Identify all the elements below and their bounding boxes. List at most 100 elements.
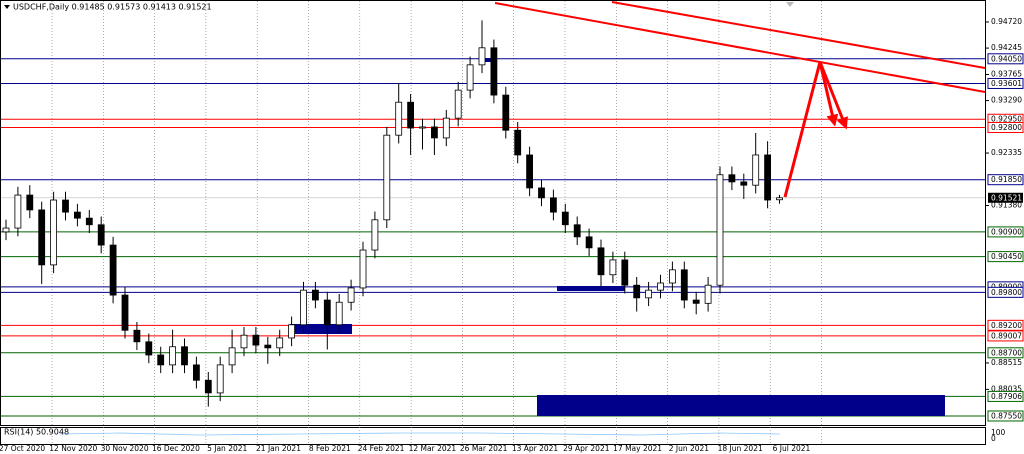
- y-tick-label: 0.93290: [991, 96, 1022, 105]
- candle-body: [62, 199, 69, 213]
- current-price-box: [988, 192, 1023, 203]
- x-tick-label: 16 Dec 2020: [152, 444, 200, 453]
- candle-body: [609, 259, 617, 276]
- chart-title: USDCHF,Daily 0.91485 0.91573 0.91413 0.9…: [13, 3, 212, 12]
- candle-body: [50, 199, 57, 266]
- candle-body: [680, 269, 688, 301]
- rsi-title: RSI(14) 50.9048: [4, 428, 69, 437]
- candle-body: [669, 269, 676, 284]
- trend-line: [494, 2, 986, 93]
- x-tick-label: 27 Oct 2020: [0, 444, 45, 453]
- level-label-box: [987, 174, 1024, 186]
- candle-body: [252, 334, 260, 346]
- candle-body: [97, 224, 105, 246]
- candle-body: [371, 219, 379, 251]
- candle-body: [585, 236, 593, 249]
- x-tick-label: 29 Apr 2021: [563, 444, 610, 453]
- level-label-box: [987, 330, 1024, 342]
- level-label-box: [987, 410, 1024, 422]
- candle-body: [121, 294, 129, 331]
- x-tick-label: 2 Jun 2021: [669, 444, 710, 453]
- candle-body: [85, 217, 93, 226]
- level-label: 0.90900: [991, 227, 1022, 236]
- candle-body: [109, 244, 117, 296]
- candle-body: [502, 94, 510, 131]
- zone-box: [537, 395, 945, 416]
- candle-body: [478, 47, 486, 66]
- candle-body: [704, 284, 712, 304]
- candle-body: [776, 197, 783, 201]
- projection-arrow: [783, 61, 822, 198]
- candle-body: [550, 197, 557, 213]
- candle-body: [300, 289, 307, 326]
- candle-body: [716, 174, 724, 286]
- level-label-box: [987, 319, 1024, 331]
- candle-body: [514, 129, 522, 156]
- candle-body: [442, 117, 450, 139]
- candle-body: [466, 64, 474, 91]
- candle-body: [526, 154, 533, 189]
- candle-body: [454, 89, 462, 119]
- candle-body: [752, 154, 760, 186]
- level-label: 0.89200: [991, 321, 1022, 330]
- level-label-box: [987, 226, 1024, 238]
- candle-body: [74, 211, 81, 219]
- level-label: 0.93601: [991, 79, 1022, 88]
- candle-body: [38, 209, 46, 266]
- level-label: 0.89007: [991, 331, 1022, 340]
- level-label-box: [987, 347, 1024, 359]
- rsi-tick-label: 100: [991, 428, 1006, 437]
- candle-body: [573, 224, 581, 238]
- level-label-box: [987, 77, 1024, 89]
- trend-line: [611, 1, 986, 69]
- level-label-box: [987, 390, 1024, 402]
- candle-body: [692, 299, 700, 304]
- candle-body: [335, 301, 343, 326]
- rsi-line: [59, 432, 781, 436]
- candle-body: [288, 324, 296, 339]
- candle-body: [347, 287, 355, 303]
- level-label: 0.94050: [991, 54, 1022, 63]
- level-label: 0.88700: [991, 348, 1022, 357]
- level-label: 0.90450: [991, 252, 1022, 261]
- level-label: 0.89800: [991, 288, 1022, 297]
- candle-body: [430, 126, 438, 139]
- candle-body: [597, 247, 605, 276]
- x-tick-label: 17 May 2021: [613, 444, 662, 453]
- candle-body: [192, 364, 200, 381]
- x-tick-label: 21 Jan 2021: [256, 444, 301, 453]
- level-label-box: [987, 53, 1024, 65]
- candle-body: [133, 329, 141, 343]
- candle-body: [383, 134, 391, 221]
- x-tick-label: 8 Feb 2021: [309, 444, 351, 453]
- candle-body: [157, 354, 165, 366]
- candle-body: [633, 284, 641, 299]
- candle-body: [169, 346, 177, 366]
- candle-body: [490, 47, 498, 96]
- zone-box: [480, 58, 497, 62]
- x-tick-label: 18 Jun 2021: [718, 444, 763, 453]
- y-tick-label: 0.92335: [991, 148, 1022, 157]
- candle-body: [240, 334, 248, 349]
- candle-body: [276, 337, 284, 349]
- x-tick-label: 24 Feb 2021: [358, 444, 405, 453]
- candle-body: [645, 289, 652, 299]
- projection-arrow: [818, 61, 839, 127]
- rsi-frame: [0, 427, 986, 445]
- x-tick-label: 12 Nov 2020: [49, 444, 97, 453]
- rsi-tick-label: 0: [991, 434, 996, 443]
- level-label: 0.92800: [991, 123, 1022, 132]
- level-label: 0.92950: [991, 115, 1022, 124]
- candle-body: [14, 194, 22, 229]
- zone-box: [290, 324, 352, 334]
- x-tick-label: 5 Jan 2021: [207, 444, 247, 453]
- candle-body: [311, 289, 319, 301]
- y-tick-label: 0.88035: [991, 384, 1022, 393]
- candle-body: [764, 154, 771, 201]
- y-tick-label: 0.94245: [991, 43, 1022, 52]
- candle-body: [407, 101, 415, 129]
- candle-body: [204, 379, 212, 394]
- level-label-box: [987, 121, 1024, 133]
